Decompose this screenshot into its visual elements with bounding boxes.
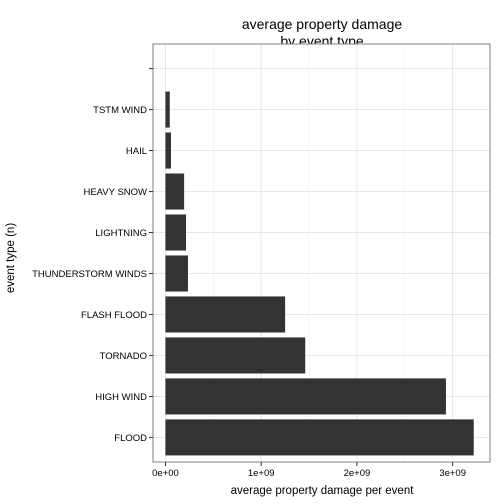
y-tick-label: TORNADO: [100, 351, 147, 362]
chart-title-line-1: average property damage: [242, 16, 403, 32]
bar: [165, 132, 171, 169]
x-axis-title: average property damage per event: [231, 485, 415, 497]
y-tick-label: HAIL: [126, 146, 147, 157]
bar: [165, 419, 474, 456]
bar: [165, 337, 306, 374]
bar: [165, 296, 286, 333]
bar: [165, 173, 185, 210]
y-tick-label: THUNDERSTORM WINDS: [32, 269, 147, 280]
x-tick-label: 1e+09: [248, 468, 275, 479]
panel-border: [152, 43, 491, 463]
x-tick-label: 3e+09: [439, 468, 466, 479]
bar: [165, 91, 170, 128]
x-tick-label: 0e+00: [152, 468, 179, 479]
y-axis-title: event type (n): [5, 223, 17, 293]
bar: [165, 255, 188, 292]
y-tick-label: FLASH FLOOD: [81, 310, 147, 321]
y-tick-label: TSTM WIND: [93, 105, 147, 116]
bars: [165, 91, 474, 456]
bar: [165, 214, 187, 251]
y-tick-label: HEAVY SNOW: [83, 187, 147, 198]
y-tick-label: HIGH WIND: [95, 392, 147, 403]
axes: FLOOD HIGH WIND TORNADO FLASH FLOOD THUNDERS…: [32, 43, 491, 479]
y-tick-label: FLOOD: [114, 433, 147, 444]
x-tick-label: 2e+09: [344, 468, 371, 479]
bar: [165, 378, 446, 415]
y-tick-label: LIGHTNING: [95, 228, 147, 239]
